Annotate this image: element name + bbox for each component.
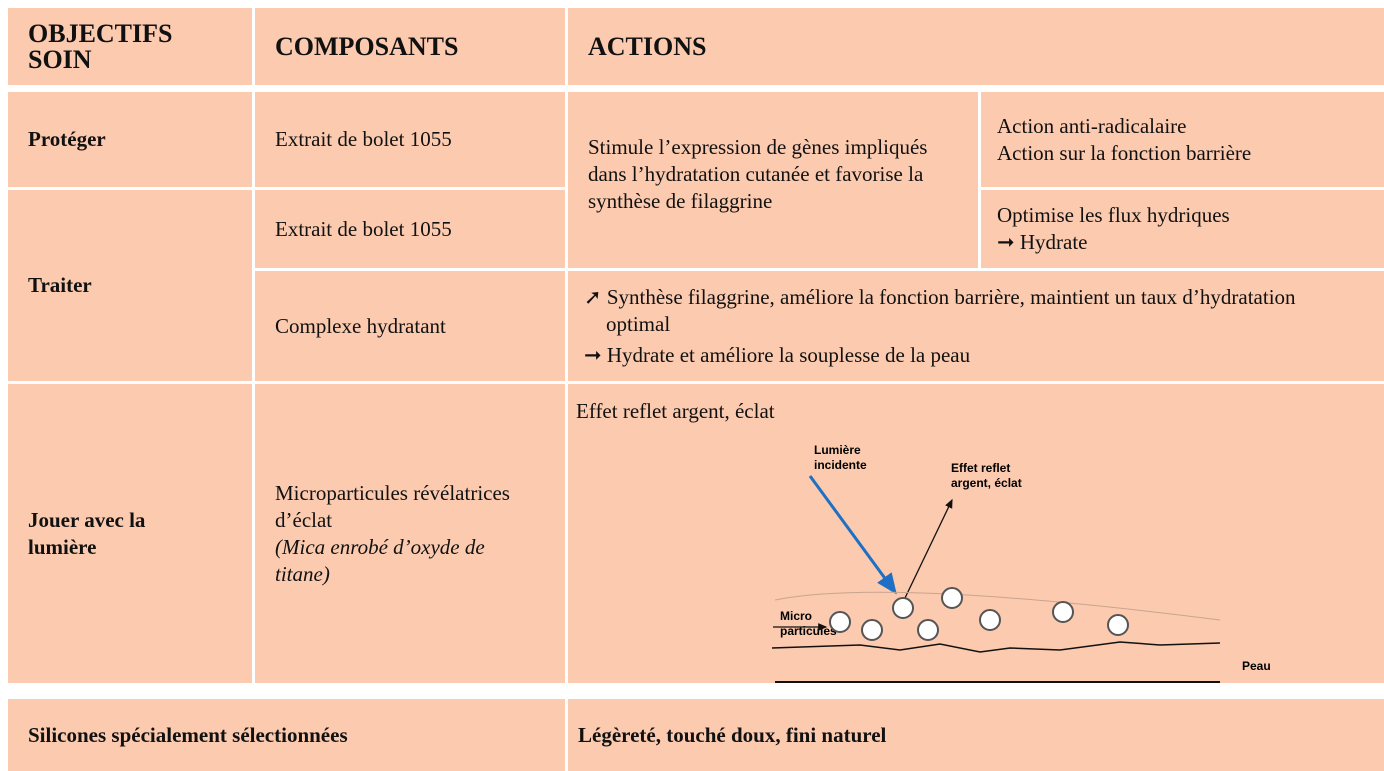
- label: Micro particules: [780, 609, 837, 638]
- objective: Traiter: [28, 273, 92, 297]
- header-text: COMPOSANTS: [275, 31, 459, 61]
- component-note: (Mica enrobé d’oxyde de titane): [275, 534, 485, 586]
- component: Complexe hydratant: [275, 313, 446, 338]
- component-cell: Extrait de bolet 1055: [255, 190, 565, 268]
- detail: Action anti-radicalaire: [997, 113, 1187, 138]
- incident-arrow: [808, 475, 897, 595]
- header-text: ACTIONS: [588, 31, 707, 61]
- label-line: particules: [780, 624, 837, 638]
- detail-cell: Optimise les flux hydriques ➞ Hydrate: [981, 190, 1384, 268]
- component: Microparticules révélatrices d’éclat: [275, 480, 510, 532]
- label-line: argent, éclat: [951, 476, 1022, 490]
- footer-cell: Légèreté, touché doux, fini naturel: [568, 699, 1384, 771]
- action: ➞ Hydrate et améliore la souplesse de la…: [584, 342, 971, 367]
- label: Lumière incidente: [814, 443, 867, 472]
- detail: Action sur la fonction barrière: [997, 140, 1252, 165]
- label: Lumière incidente: [814, 443, 867, 472]
- action-cell: Stimule l’expression de gènes impliqués …: [568, 92, 978, 268]
- header-cell: ACTIONS: [568, 8, 1384, 85]
- label-line: Micro: [780, 609, 812, 623]
- skin-line: [771, 641, 1221, 653]
- header-text: OBJECTIFS SOIN: [28, 18, 173, 74]
- objective: Jouer avec la lumière: [28, 507, 146, 559]
- detail: Optimise les flux hydriques: [997, 203, 1230, 227]
- footer-cell: Silicones spécialement sélectionnées: [8, 699, 565, 771]
- label: Peau: [1242, 659, 1271, 673]
- component-cell: Extrait de bolet 1055: [255, 92, 565, 187]
- label-line: incidente: [814, 458, 867, 472]
- component: Extrait de bolet 1055: [275, 127, 452, 151]
- objective-cell: Protéger: [8, 92, 252, 187]
- header-cell: COMPOSANTS: [255, 8, 565, 85]
- component-cell: Complexe hydratant: [255, 271, 565, 381]
- action: Effet reflet argent, éclat: [576, 399, 775, 423]
- action-cell: Effet reflet argent, éclat: [568, 384, 1384, 683]
- objective-cell: Jouer avec la lumière: [8, 384, 252, 683]
- action: ➚ Synthèse filaggrine, améliore la fonct…: [584, 284, 1296, 336]
- footer-action: Légèreté, touché doux, fini naturel: [578, 722, 887, 747]
- component-cell: Microparticules révélatrices d’éclat (Mi…: [255, 384, 565, 683]
- label: Effet reflet argent, éclat: [951, 461, 1022, 490]
- detail-cell: Action anti-radicalaire Action sur la fo…: [981, 92, 1384, 187]
- detail: ➞ Hydrate: [997, 230, 1088, 254]
- label-line: Effet reflet: [951, 461, 1010, 475]
- objective-cell: Traiter: [8, 190, 252, 381]
- action: Stimule l’expression de gènes impliqués …: [588, 134, 928, 213]
- objective: Protéger: [28, 127, 106, 151]
- component: Extrait de bolet 1055: [275, 216, 452, 241]
- reflect-arrow: [904, 498, 953, 599]
- header-cell: OBJECTIFS SOIN: [8, 8, 252, 85]
- action-cell: ➚ Synthèse filaggrine, améliore la fonct…: [568, 271, 1384, 381]
- label-line: Lumière: [814, 443, 861, 457]
- footer-component: Silicones spécialement sélectionnées: [28, 722, 348, 747]
- particles: [829, 587, 1129, 641]
